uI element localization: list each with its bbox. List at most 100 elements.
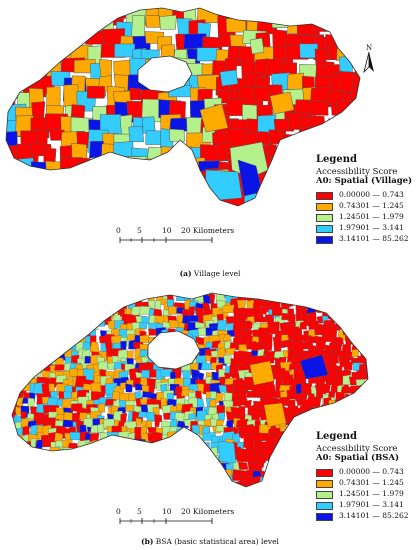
- map-region: [176, 448, 184, 456]
- map-region: [43, 455, 52, 464]
- map-region: [48, 333, 57, 340]
- map-region: [323, 419, 334, 432]
- map-region: [351, 416, 362, 429]
- map-region: [21, 363, 36, 376]
- legend: Legend Accessibility Score A0: Spatial (…: [316, 431, 409, 522]
- map-region: [99, 475, 109, 487]
- map-region: [183, 459, 195, 471]
- map-region: [204, 477, 217, 487]
- map-region: [223, 355, 232, 365]
- map-region: [146, 411, 156, 422]
- map-region: [236, 453, 249, 463]
- map-region: [23, 344, 31, 352]
- map-region: [324, 34, 343, 47]
- map-region: [72, 319, 83, 331]
- map-region: [336, 302, 347, 312]
- map-region: [363, 298, 368, 311]
- map-region: [223, 475, 234, 487]
- map-region: [19, 36, 43, 57]
- map-region: [107, 470, 114, 483]
- map-region: [103, 453, 111, 464]
- map-region: [341, 34, 357, 49]
- map-region: [90, 469, 104, 478]
- map-region: [76, 298, 85, 312]
- map-region: [175, 435, 187, 446]
- map-region: [45, 31, 61, 48]
- map-region: [71, 302, 85, 314]
- map-region: [302, 432, 314, 446]
- map-region: [98, 447, 112, 457]
- map-region: [364, 293, 368, 300]
- map-region: [280, 482, 291, 487]
- map-region: [84, 306, 92, 318]
- map-region: [28, 454, 39, 463]
- map-region: [49, 484, 61, 487]
- map-region: [181, 454, 190, 467]
- map-region: [89, 473, 100, 485]
- map-region: [223, 334, 232, 342]
- map-region: [265, 446, 278, 459]
- map-region: [287, 435, 300, 447]
- map-region: [12, 385, 14, 392]
- map-region: [99, 466, 110, 479]
- map-region: [204, 469, 215, 476]
- map-region: [174, 169, 193, 188]
- map-region: [50, 462, 62, 473]
- map-region: [15, 308, 26, 319]
- map-region: [183, 474, 192, 486]
- map-region: [330, 403, 342, 416]
- map-region: [349, 376, 357, 386]
- map-region: [12, 300, 15, 309]
- map-region: [13, 372, 24, 382]
- map-region: [84, 446, 95, 460]
- map-region: [28, 8, 44, 26]
- legend-title: Legend: [316, 154, 358, 165]
- map-region: [29, 351, 39, 360]
- map-region: [359, 337, 368, 347]
- map-region: [364, 351, 368, 361]
- map-region: [48, 447, 61, 460]
- map-region: [22, 462, 31, 474]
- legend-swatch: [316, 191, 333, 200]
- legend-swatch: [316, 468, 333, 477]
- map-region: [62, 294, 71, 304]
- map-region: [343, 293, 355, 297]
- map-region: [275, 441, 282, 453]
- map-region: [57, 455, 69, 467]
- map-region: [302, 293, 312, 300]
- map-region: [63, 468, 76, 479]
- map-region: [188, 433, 196, 445]
- map-region: [30, 438, 37, 452]
- map-region: [300, 448, 311, 461]
- map-region: [334, 308, 343, 318]
- map-region: [366, 419, 368, 426]
- map-region: [76, 469, 85, 477]
- map-region: [300, 418, 313, 426]
- map-region: [114, 468, 126, 475]
- map-region: [265, 343, 273, 351]
- map-region: [34, 330, 41, 343]
- map-region: [230, 484, 243, 487]
- map-region: [175, 463, 185, 476]
- map-region: [127, 454, 135, 464]
- map-region: [149, 293, 162, 296]
- map-region: [284, 141, 302, 158]
- map-region: [56, 476, 65, 487]
- map-region: [287, 426, 298, 437]
- map-region: [337, 406, 349, 416]
- map-outline: [5, 7, 361, 207]
- map-region: [211, 460, 224, 473]
- map-region: [76, 453, 84, 464]
- map-region: [161, 160, 176, 178]
- map-region: [12, 390, 15, 400]
- map-region: [30, 483, 38, 487]
- map-region: [26, 469, 39, 482]
- map-region: [194, 446, 203, 458]
- map-region: [63, 474, 75, 482]
- map-region: [273, 481, 281, 487]
- map-region: [271, 467, 281, 476]
- map-region: [281, 293, 294, 294]
- map-region: [40, 463, 48, 476]
- map-region: [174, 293, 186, 294]
- map-region: [63, 391, 72, 400]
